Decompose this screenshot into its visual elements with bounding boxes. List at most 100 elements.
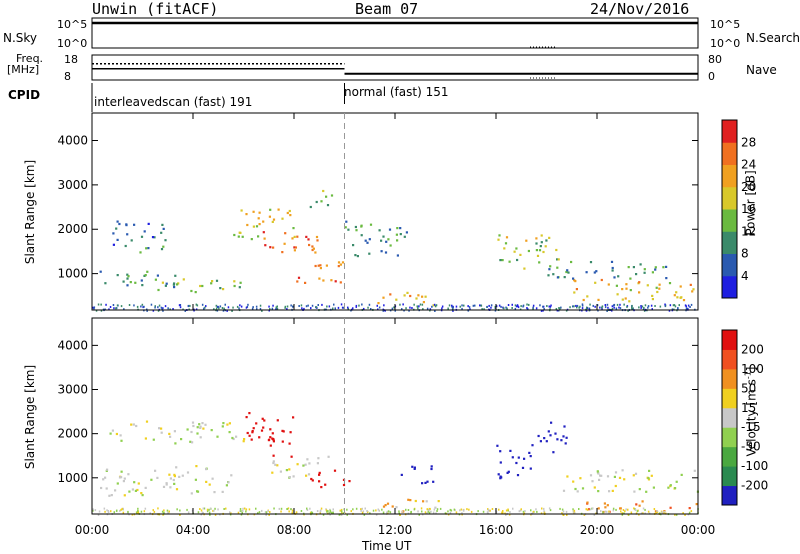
heatmap-cell [378,306,381,309]
heatmap-cell [319,510,322,513]
heatmap-cell [607,283,610,286]
heatmap-cell [632,266,635,269]
heatmap-cell [262,231,265,234]
cpid-segment-1: interleavedscan (fast) 191 [94,95,253,109]
colorbar-tick-label: 24 [741,158,756,172]
velocity-heatmap [92,412,699,516]
heatmap-cell [432,511,435,514]
colorbar-swatch [722,388,737,409]
heatmap-cell [112,304,115,306]
heatmap-cell [352,244,355,247]
heatmap-cell [208,508,210,511]
heatmap-cell [537,434,540,438]
heatmap-cell [100,486,103,490]
heatmap-cell [202,427,205,430]
ytick-label: 4000 [57,134,88,148]
heatmap-cell [688,507,691,510]
heatmap-cell [408,309,410,312]
heatmap-cell [165,482,168,485]
ytick-label: 1000 [57,471,88,485]
colorbar-tick-label: 4 [741,269,749,283]
heatmap-cell [97,303,100,306]
heatmap-cell [174,442,177,445]
heatmap-cell [203,307,205,310]
heatmap-cell [398,510,400,513]
heatmap-cell [644,508,646,511]
heatmap-cell [343,306,345,309]
heatmap-cell [575,288,578,291]
heatmap-cell [168,510,170,513]
heatmap-cell [358,304,360,307]
heatmap-cell [272,246,275,249]
heatmap-cell [292,416,295,419]
heatmap-cell [405,307,407,310]
heatmap-cell [252,427,255,430]
heatmap-cell [259,307,262,310]
heatmap-cell [252,306,254,309]
heatmap-cell [581,303,584,306]
heatmap-cell [461,304,463,307]
heatmap-cell [230,474,233,477]
heatmap-cell [641,500,644,503]
heatmap-cell [636,510,639,513]
heatmap-cell [552,273,555,276]
heatmap-cell [252,225,255,228]
heatmap-cell [561,512,563,515]
heatmap-cell [211,280,214,283]
heatmap-cell [394,309,396,312]
heatmap-cell [436,508,439,511]
heatmap-cell [550,304,552,307]
heatmap-cell [257,512,259,515]
heatmap-cell [444,512,447,515]
heatmap-cell [402,303,404,306]
heatmap-cell [269,208,272,211]
heatmap-cell [199,436,202,439]
heatmap-cell [540,512,543,515]
heatmap-cell [539,440,542,443]
heatmap-cell [348,480,351,483]
heatmap-cell [565,436,568,439]
heatmap-cell [695,503,698,506]
heatmap-cell [549,509,552,512]
heatmap-cell [575,304,577,307]
heatmap-cell [153,236,156,239]
heatmap-cell [386,511,388,514]
heatmap-cell [368,303,371,306]
heatmap-cell [556,258,559,261]
heatmap-cell [333,469,337,472]
heatmap-cell [360,234,363,237]
heatmap-cell [112,243,115,246]
heatmap-cell [426,508,428,511]
heatmap-cell [162,227,165,230]
heatmap-cell [689,306,691,308]
heatmap-cell [108,494,111,497]
heatmap-cell [110,510,112,513]
heatmap-cell [168,473,171,476]
heatmap-cell [238,286,241,289]
heatmap-cell [260,429,264,432]
heatmap-cell [288,209,291,213]
heatmap-cell [549,434,552,437]
heatmap-cell [540,241,543,244]
colorbar-tick-label: 15 [741,401,756,415]
heatmap-cell [387,510,389,513]
heatmap-cell [441,305,444,308]
heatmap-cell [532,304,535,307]
heatmap-cell [631,306,633,309]
heatmap-cell [520,305,522,308]
heatmap-cell [555,248,558,252]
heatmap-cell [499,450,502,453]
heatmap-cell [389,293,392,296]
heatmap-cell [167,511,169,514]
heatmap-cell [690,510,693,513]
heatmap-cell [310,307,312,310]
heatmap-cell [618,306,620,309]
heatmap-cell [502,511,504,514]
heatmap-cell [556,276,559,279]
heatmap-cell [252,210,255,213]
heatmap-cell [395,233,398,236]
heatmap-cell [407,509,410,511]
heatmap-cell [659,305,662,308]
heatmap-cell [246,305,249,308]
heatmap-cell [646,284,649,287]
